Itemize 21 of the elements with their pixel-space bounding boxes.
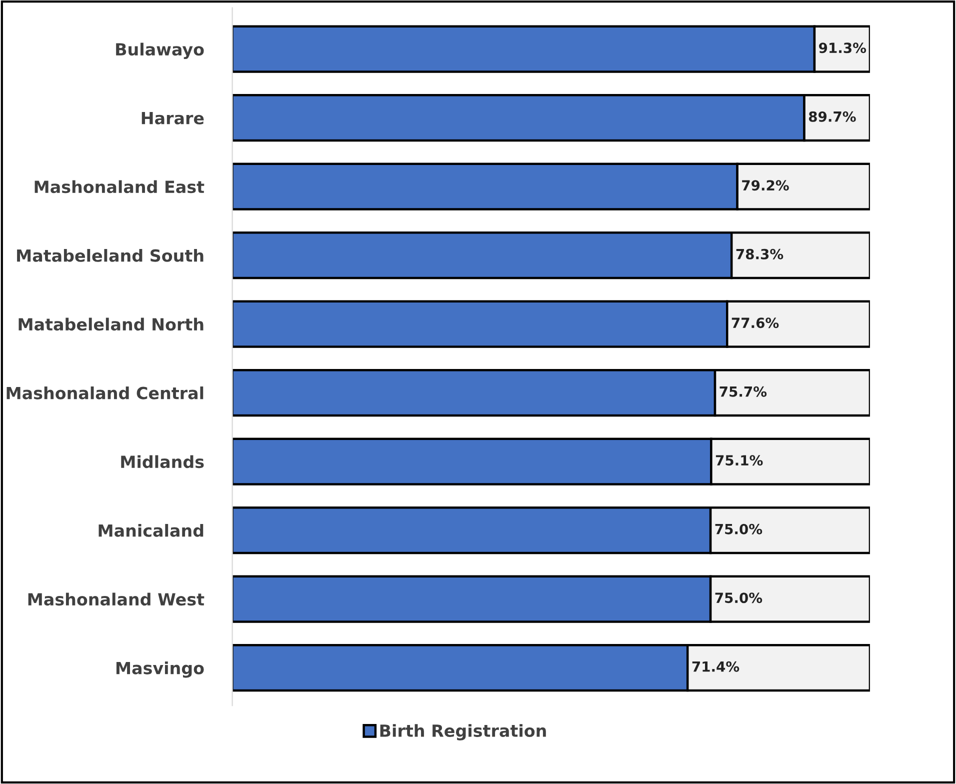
- y-tick-label: Mashonaland Central: [6, 386, 204, 400]
- y-tick-label: Midlands: [121, 455, 204, 468]
- data-label: 71.4%: [692, 661, 740, 672]
- legend-label: Birth Registration: [380, 724, 546, 740]
- y-tick-label: Mashonaland East: [34, 180, 204, 194]
- data-label: 75.7%: [720, 386, 767, 397]
- y-tick-label: Matabeleland North: [18, 318, 204, 331]
- y-tick-label: Masvingo: [116, 661, 204, 678]
- y-tick-label: Harare: [142, 112, 204, 124]
- data-label: 75.0%: [715, 592, 762, 604]
- y-tick-label: Matabeleland South: [17, 248, 204, 262]
- data-label: 77.6%: [732, 318, 779, 328]
- data-label: 91.3%: [819, 42, 866, 54]
- data-label: 75.0%: [715, 524, 762, 534]
- y-tick-label: Bulawayo: [116, 42, 204, 60]
- data-label: 78.3%: [736, 248, 784, 260]
- y-tick-label: Mashonaland West: [28, 592, 204, 606]
- y-tick-label: Manicaland: [98, 524, 204, 537]
- data-label: 79.2%: [742, 180, 789, 191]
- data-label: 75.1%: [716, 455, 763, 466]
- data-label: 89.7%: [808, 111, 856, 122]
